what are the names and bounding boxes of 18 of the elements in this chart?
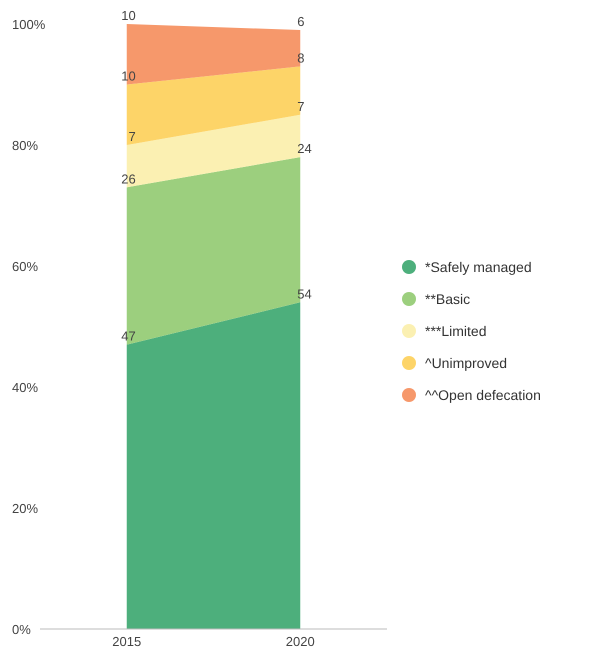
data-label: 10 [121,8,136,23]
y-tick-label: 0% [12,622,32,637]
legend-label: ***Limited [425,322,486,341]
y-tick-label: 80% [12,138,38,153]
data-label: 7 [128,129,136,144]
data-label: 6 [297,14,304,30]
data-label: 24 [297,141,312,156]
y-tick-label: 40% [12,380,38,395]
legend-label: *Safely managed [425,258,532,277]
x-tick-label: 2015 [112,634,142,650]
data-label: 26 [121,171,136,186]
legend-label: **Basic [425,290,470,309]
x-tick-label: 2020 [286,634,315,650]
y-tick-label: 20% [12,501,38,516]
legend-label: ^^Open defecation [425,386,541,405]
legend-label: ^Unimproved [425,354,508,373]
y-tick-label: 100% [12,17,46,32]
y-tick-label: 60% [12,259,38,274]
